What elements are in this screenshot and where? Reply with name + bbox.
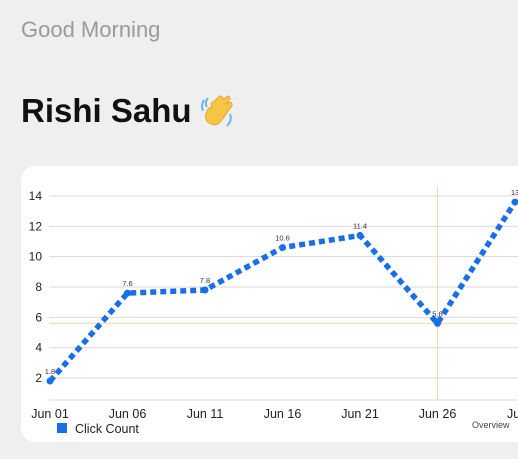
y-tick-label: 4 <box>35 341 42 355</box>
legend-swatch <box>57 423 67 433</box>
user-name-row: Rishi Sahu <box>21 92 236 130</box>
x-tick-label: Jun 26 <box>419 407 457 421</box>
x-tick-label: Jun 01 <box>31 407 69 421</box>
y-tick-label: 10 <box>29 250 43 264</box>
legend-label: Click Count <box>75 422 139 436</box>
x-tick-label: Jun 06 <box>109 407 147 421</box>
data-point <box>511 198 518 206</box>
y-tick-label: 8 <box>35 280 42 294</box>
y-tick-label: 12 <box>29 219 43 233</box>
x-tick-label: Jun 11 <box>187 407 224 421</box>
waving-hand-icon <box>200 95 233 127</box>
overview-label: Overview <box>472 420 510 430</box>
y-tick-label: 2 <box>35 371 42 385</box>
data-label: 11.4 <box>353 221 367 230</box>
y-tick-label: 6 <box>35 310 42 324</box>
data-label: 7.8 <box>200 276 210 285</box>
user-name: Rishi Sahu <box>21 92 192 129</box>
data-point <box>279 244 286 252</box>
data-point <box>46 377 54 385</box>
x-tick-label: Jun 16 <box>264 407 302 421</box>
data-point <box>434 319 441 327</box>
x-tick-label: Jun 21 <box>341 407 379 421</box>
series-line-click-count <box>47 200 518 383</box>
click-count-chart: 2 4 6 8 10 12 14 1.8 7.6 7.8 10.6 11.4 5.6 13 Jun 01 Ju… <box>29 186 518 436</box>
data-label: 13 <box>511 188 518 197</box>
greeting-text: Good Morning <box>21 17 161 42</box>
data-label: 1.8 <box>45 367 55 376</box>
y-tick-label: 14 <box>29 189 43 203</box>
x-tick-label: Jul <box>507 407 518 421</box>
data-point <box>124 289 131 297</box>
data-label: 10.6 <box>275 234 290 243</box>
data-point <box>356 231 364 239</box>
chart-card: 2 4 6 8 10 12 14 1.8 7.6 7.8 10.6 11.4 5.6 13 Jun 01 Ju… <box>21 166 518 442</box>
data-label: 5.6 <box>432 309 442 318</box>
data-label: 7.6 <box>122 279 132 288</box>
data-point <box>201 286 209 294</box>
